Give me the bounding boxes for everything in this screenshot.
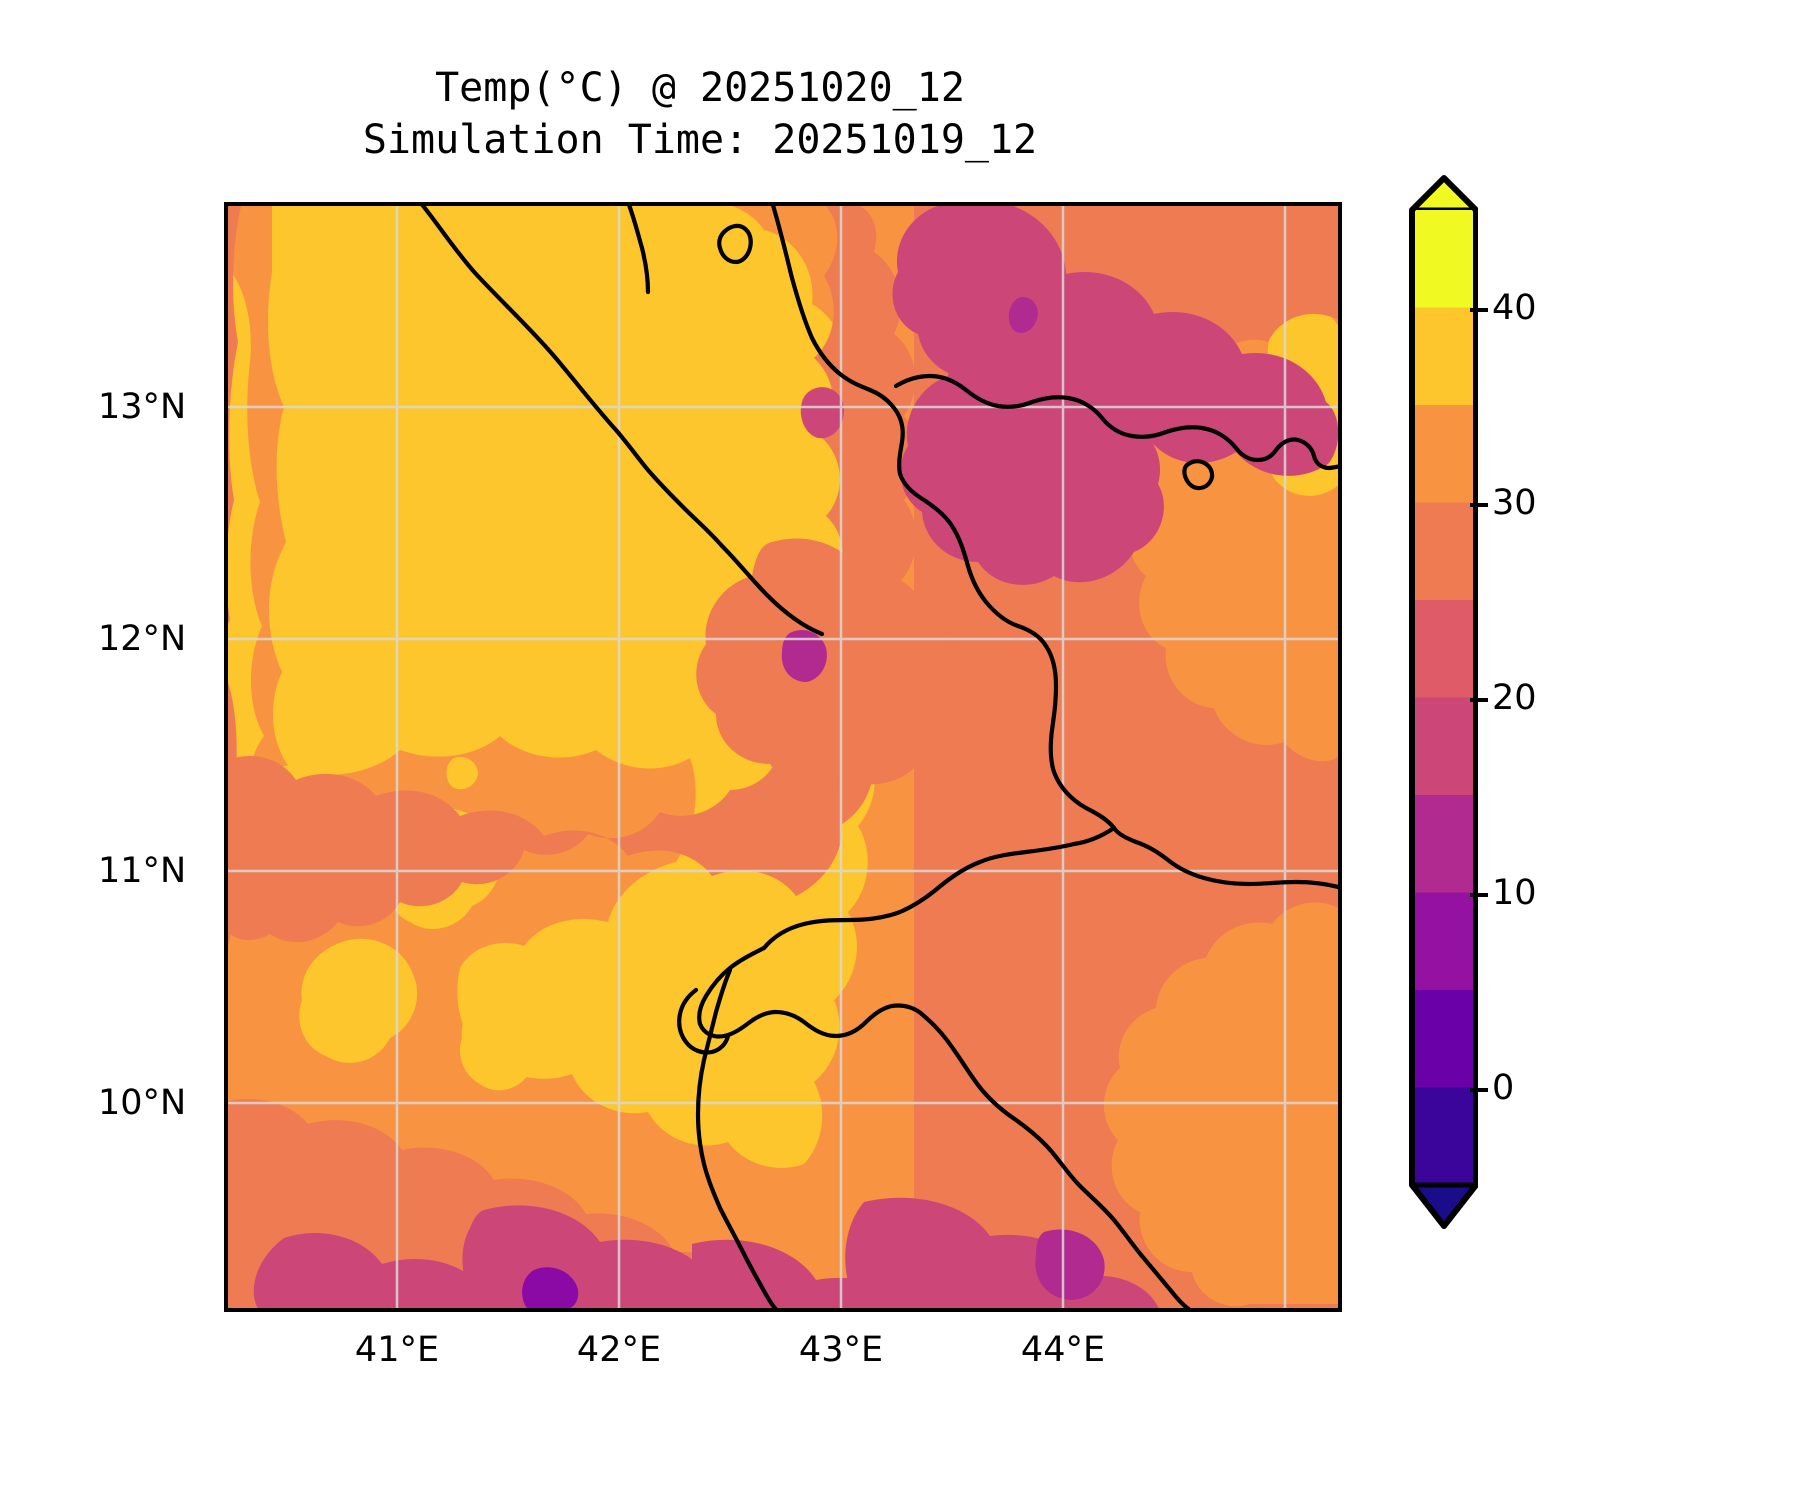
- contour-band-25-30-west2: [228, 682, 237, 946]
- ytick-label-11n: 11°N: [98, 851, 187, 891]
- contour-band-35-40-tiny2: [446, 756, 478, 790]
- contour-band-35-40-sw-d: [460, 991, 554, 1091]
- coastline-gulf-of-tadjoura: [761, 825, 1117, 951]
- contour-band-35-40-strip: [228, 268, 264, 810]
- coastline-gulf-of-aden-south: [1111, 825, 1338, 890]
- colorbar-ticklabel-20: 20: [1492, 677, 1537, 718]
- colorbar-band-10-15: [1412, 795, 1476, 893]
- contour-band-15-20-core: [781, 629, 827, 682]
- title-line-variable: Temp(°C) @ 20251020_12: [435, 65, 965, 111]
- coastline-bay-hook: [677, 987, 731, 1055]
- colorbar-band-minus5-0: [1412, 1087, 1476, 1185]
- colorbar-band-30-35: [1412, 405, 1476, 503]
- contour-band-25-30-ne: [228, 206, 919, 943]
- contour-band-20-25-ne: [892, 206, 1338, 476]
- xtick-label-44e: 44°E: [1020, 1330, 1106, 1370]
- contour-band-25-30-central: [696, 538, 958, 787]
- title-line-simulation-time: Simulation Time: 20251019_12: [362, 117, 1038, 163]
- colorbar-tickmark-30: [1470, 502, 1488, 507]
- colorbar: 40 30 20 10 0: [1408, 168, 1537, 1328]
- colorbar-tickmark-40: [1470, 307, 1488, 312]
- colorbar-tickmark-0: [1470, 1087, 1488, 1092]
- colorbar-tickmark-20: [1470, 697, 1488, 702]
- colorbar-band-0-5: [1412, 990, 1476, 1088]
- colorbar-ticklabel-10: 10: [1492, 872, 1537, 913]
- colorbar-swatches: [1409, 175, 1478, 1229]
- contour-band-25-30-west: [228, 206, 242, 624]
- contour-band-35-40-tongue: [443, 526, 632, 728]
- border-line-southeast: [921, 1013, 1191, 1308]
- colorbar-outline: [1409, 175, 1478, 1229]
- colorbar-band-25-30: [1412, 502, 1476, 600]
- coastline-and-borders: [420, 206, 1338, 1308]
- xtick-label-43e: 43°E: [798, 1330, 884, 1370]
- contour-band-35-40-central: [479, 374, 862, 554]
- coastline-north-nub: [627, 206, 651, 295]
- colorbar-over-extend-arrow: [1409, 175, 1478, 213]
- contour-band-35-40-sw-e: [341, 555, 442, 661]
- contour-band-35-40-sw-b: [299, 938, 418, 1063]
- xtick-label-42e: 42°E: [576, 1330, 662, 1370]
- figure-title: Temp(°C) @ 20251020_12 Simulation Time: …: [0, 62, 1400, 166]
- colorbar-band-20-25: [1412, 600, 1476, 698]
- map-plot-area: [224, 202, 1342, 1312]
- contour-band-15-20-south-core: [522, 1267, 579, 1308]
- contour-band-35-40-tiny1: [542, 444, 571, 492]
- coastline-south-shore: [697, 945, 927, 1039]
- colorbar-band-5-10: [1412, 892, 1476, 990]
- coastline-red-sea: [771, 206, 1117, 831]
- colorbar-band-15-20: [1412, 697, 1476, 795]
- colorbar-tickmark-10: [1470, 892, 1488, 897]
- colorbar-ticklabel-40: 40: [1492, 287, 1537, 328]
- temperature-contour-map: [228, 206, 1338, 1308]
- coastline-gulf-of-aden-north: [893, 373, 1338, 471]
- colorbar-ticklabel-30: 30: [1492, 482, 1537, 523]
- contour-band-15-20-ne-core: [1008, 296, 1038, 334]
- colorbar-band-40-45: [1412, 210, 1476, 308]
- ytick-label-12n: 12°N: [98, 619, 187, 659]
- ytick-label-13n: 13°N: [98, 387, 187, 427]
- island-outline-gulf: [1182, 459, 1215, 491]
- border-line-northwest: [420, 206, 825, 637]
- island-outline-north: [717, 223, 753, 265]
- contour-band-15-20-south-core2: [1035, 1229, 1105, 1300]
- colorbar-ticklabel-0: 0: [1492, 1067, 1515, 1108]
- colorbar-under-extend-arrow: [1409, 1182, 1478, 1229]
- border-line-southwest: [695, 967, 778, 1308]
- colorbar-band-35-40: [1412, 307, 1476, 405]
- xtick-label-41e: 41°E: [354, 1330, 440, 1370]
- contour-band-20-25-dot: [800, 387, 844, 439]
- map-gridlines: [228, 206, 1338, 1308]
- contour-band-20-25-ne2: [900, 331, 1164, 585]
- ytick-label-10n: 10°N: [98, 1083, 187, 1123]
